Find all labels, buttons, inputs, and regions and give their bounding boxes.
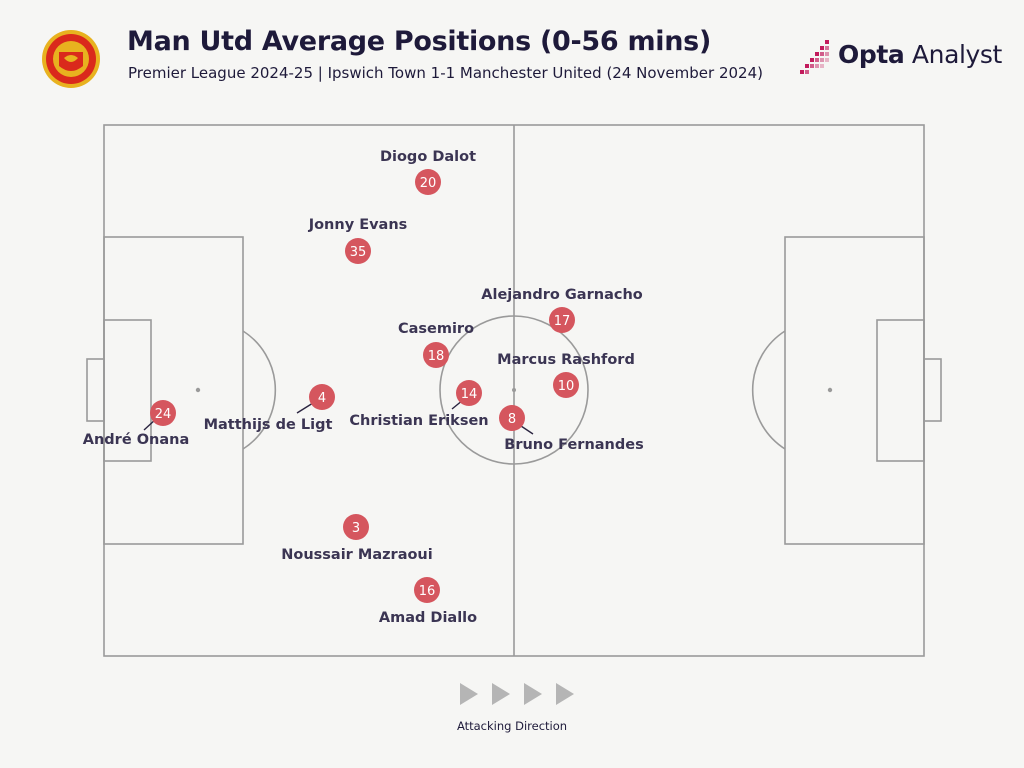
opta-analyst-logo-icon — [800, 40, 829, 74]
player-number: 4 — [318, 391, 326, 406]
centre-spot — [512, 388, 516, 392]
right-goal — [923, 358, 942, 422]
player-name: Bruno Fernandes — [504, 437, 643, 453]
player-marker: 8 Bruno Fernandes — [499, 405, 644, 453]
player-number: 16 — [419, 584, 436, 599]
player-marker: 24 André Onana — [83, 400, 190, 448]
player-name: Matthijs de Ligt — [204, 417, 333, 433]
player-name: Christian Eriksen — [349, 413, 488, 429]
player-number: 14 — [461, 387, 478, 402]
player-name: Jonny Evans — [308, 217, 408, 233]
man-utd-crest-icon — [42, 30, 100, 88]
player-marker: Casemiro 18 — [398, 321, 474, 368]
player-name: Casemiro — [398, 321, 474, 337]
left-penalty-area — [103, 236, 244, 545]
player-number: 3 — [352, 521, 360, 536]
player-marker: Alejandro Garnacho 17 — [481, 287, 643, 333]
attacking-direction-label: Attacking Direction — [456, 719, 568, 733]
left-penalty-arc — [242, 330, 277, 450]
player-marker: 14 Christian Eriksen — [349, 380, 489, 429]
right-six-yard-box — [876, 319, 925, 462]
player-marker: 16 Amad Diallo — [379, 577, 477, 626]
player-marker: 4 Matthijs de Ligt — [204, 384, 335, 433]
right-penalty-area — [784, 236, 925, 545]
player-number: 10 — [558, 379, 575, 394]
player-name: Noussair Mazraoui — [281, 547, 432, 563]
player-number: 35 — [350, 245, 367, 260]
player-name: Diogo Dalot — [380, 149, 476, 165]
player-number: 17 — [554, 314, 571, 329]
player-number: 24 — [155, 407, 172, 422]
label-connector — [296, 402, 314, 414]
player-name: Amad Diallo — [379, 610, 477, 626]
player-marker: Jonny Evans 35 — [308, 217, 408, 264]
player-marker: Diogo Dalot 20 — [380, 149, 476, 195]
player-name: Alejandro Garnacho — [481, 287, 643, 303]
brand-name: Opta Analyst — [838, 40, 1002, 69]
player-name: André Onana — [83, 432, 190, 448]
right-penalty-arc — [751, 330, 786, 450]
page-subtitle: Premier League 2024-25 | Ipswich Town 1-… — [128, 64, 763, 82]
player-number: 18 — [428, 349, 445, 364]
player-marker: Marcus Rashford 10 — [497, 352, 635, 398]
left-goal — [86, 358, 105, 422]
attacking-direction-arrows-icon — [460, 683, 574, 705]
right-penalty-spot — [827, 387, 833, 393]
centre-circle — [439, 315, 589, 465]
player-name: Marcus Rashford — [497, 352, 635, 368]
player-marker: 3 Noussair Mazraoui — [281, 514, 433, 563]
page-title: Man Utd Average Positions (0-56 mins) — [127, 26, 711, 57]
player-number: 20 — [420, 176, 437, 191]
left-penalty-spot — [195, 387, 201, 393]
player-number: 8 — [508, 412, 516, 427]
